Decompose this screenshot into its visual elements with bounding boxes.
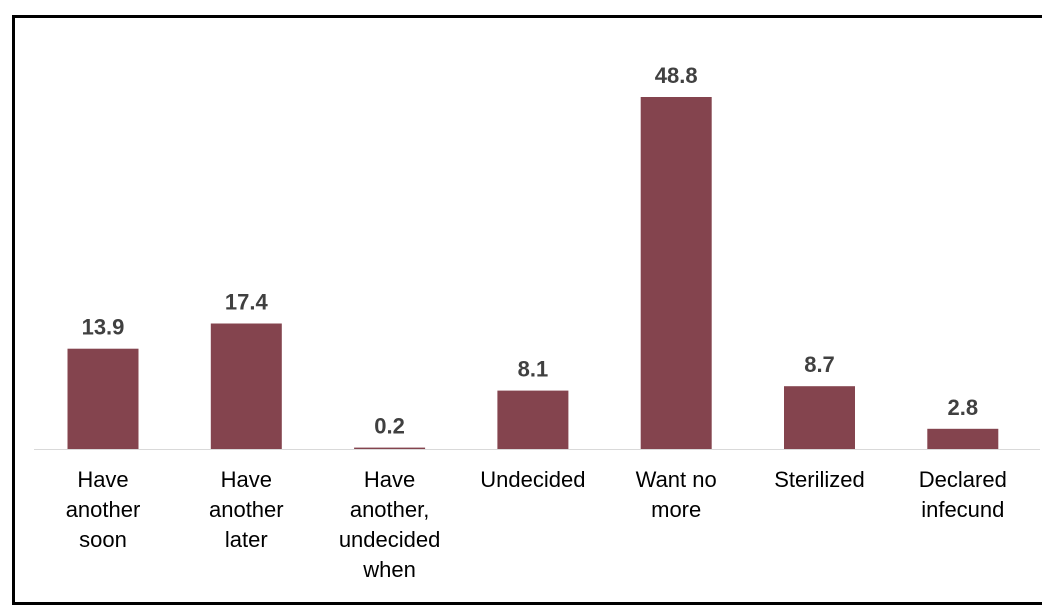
bar-4 (640, 97, 712, 449)
category-label-line: later (225, 527, 268, 552)
category-label-line: soon (79, 527, 127, 552)
category-label-line: another (209, 497, 284, 522)
bar-3 (497, 390, 569, 449)
category-label-line: Have (364, 467, 415, 492)
data-label-6: 2.8 (948, 395, 979, 420)
category-label-line: Declared (919, 467, 1007, 492)
category-label-0: Have another soon (66, 467, 141, 552)
category-label-6: Declared infecund (919, 467, 1007, 522)
category-label-4: Want no more (636, 467, 717, 522)
bar-chart: 13.9 17.4 0.2 8.1 48.8 8.7 2.8 Have another soon… (34, 63, 1040, 582)
bar-5 (784, 386, 855, 449)
category-label-2: Have another, undecided when (339, 467, 441, 582)
category-label-line: Have (221, 467, 272, 492)
category-label-line: when (362, 557, 416, 582)
data-label-1: 17.4 (225, 290, 269, 315)
category-label-line: infecund (921, 497, 1004, 522)
category-label-line: Have (77, 467, 128, 492)
category-label-line: undecided (339, 527, 441, 552)
category-label-line: Want no (636, 467, 717, 492)
bar-2 (354, 447, 426, 449)
data-label-5: 8.7 (804, 352, 835, 377)
category-label-1: Have another later (209, 467, 284, 552)
category-label-line: more (651, 497, 701, 522)
category-label-line: Sterilized (774, 467, 864, 492)
category-label-3: Undecided (480, 467, 585, 492)
category-label-line: another, (350, 497, 430, 522)
category-label-5: Sterilized (774, 467, 864, 492)
category-label-line: Undecided (480, 467, 585, 492)
bar-1 (210, 323, 282, 449)
data-label-2: 0.2 (374, 414, 405, 439)
bar-6 (927, 428, 999, 449)
data-label-3: 8.1 (518, 357, 549, 382)
bar-0 (67, 348, 139, 449)
data-label-0: 13.9 (82, 315, 125, 340)
category-label-line: another (66, 497, 141, 522)
data-label-4: 48.8 (655, 63, 698, 88)
